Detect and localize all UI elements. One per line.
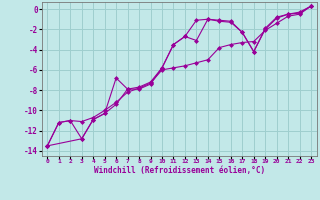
X-axis label: Windchill (Refroidissement éolien,°C): Windchill (Refroidissement éolien,°C) [94, 166, 265, 175]
